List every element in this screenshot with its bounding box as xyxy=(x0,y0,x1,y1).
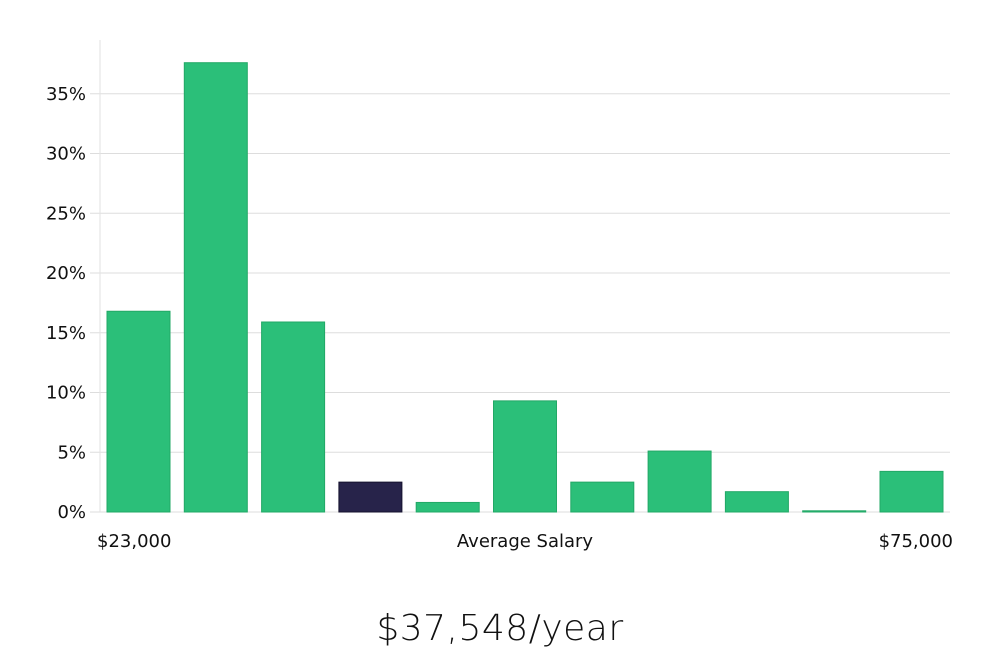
bar xyxy=(879,470,944,513)
bar xyxy=(724,491,789,513)
x-end-label: $75,000 xyxy=(879,531,953,552)
y-tick-label: 15% xyxy=(46,323,86,344)
x-start-label: $23,000 xyxy=(97,531,171,552)
bar xyxy=(415,501,480,513)
y-tick-label: 10% xyxy=(46,383,86,404)
y-tick-labels: 0% 5% 10% 15% 20% 25% 30% 35% xyxy=(46,84,86,523)
y-tick-label: 30% xyxy=(46,144,86,165)
y-tick-label: 20% xyxy=(46,263,86,284)
bar xyxy=(493,400,557,513)
bar xyxy=(183,62,248,513)
bar xyxy=(647,450,712,513)
y-tick-label: 25% xyxy=(46,203,86,224)
y-tick-label: 5% xyxy=(57,442,86,463)
bars xyxy=(106,62,944,513)
salary-distribution-chart: 0% 5% 10% 15% 20% 25% 30% 35% $23,000 Average S… xyxy=(46,40,953,552)
x-center-label: Average Salary xyxy=(457,531,594,552)
y-tick-label: 0% xyxy=(57,502,86,523)
bar xyxy=(106,310,171,513)
bar xyxy=(802,510,867,513)
bar xyxy=(261,321,326,513)
bar xyxy=(570,481,635,513)
highlighted-bar xyxy=(338,481,403,513)
y-tick-label: 35% xyxy=(46,84,86,105)
average-salary-headline: $37,548/year xyxy=(376,608,624,649)
